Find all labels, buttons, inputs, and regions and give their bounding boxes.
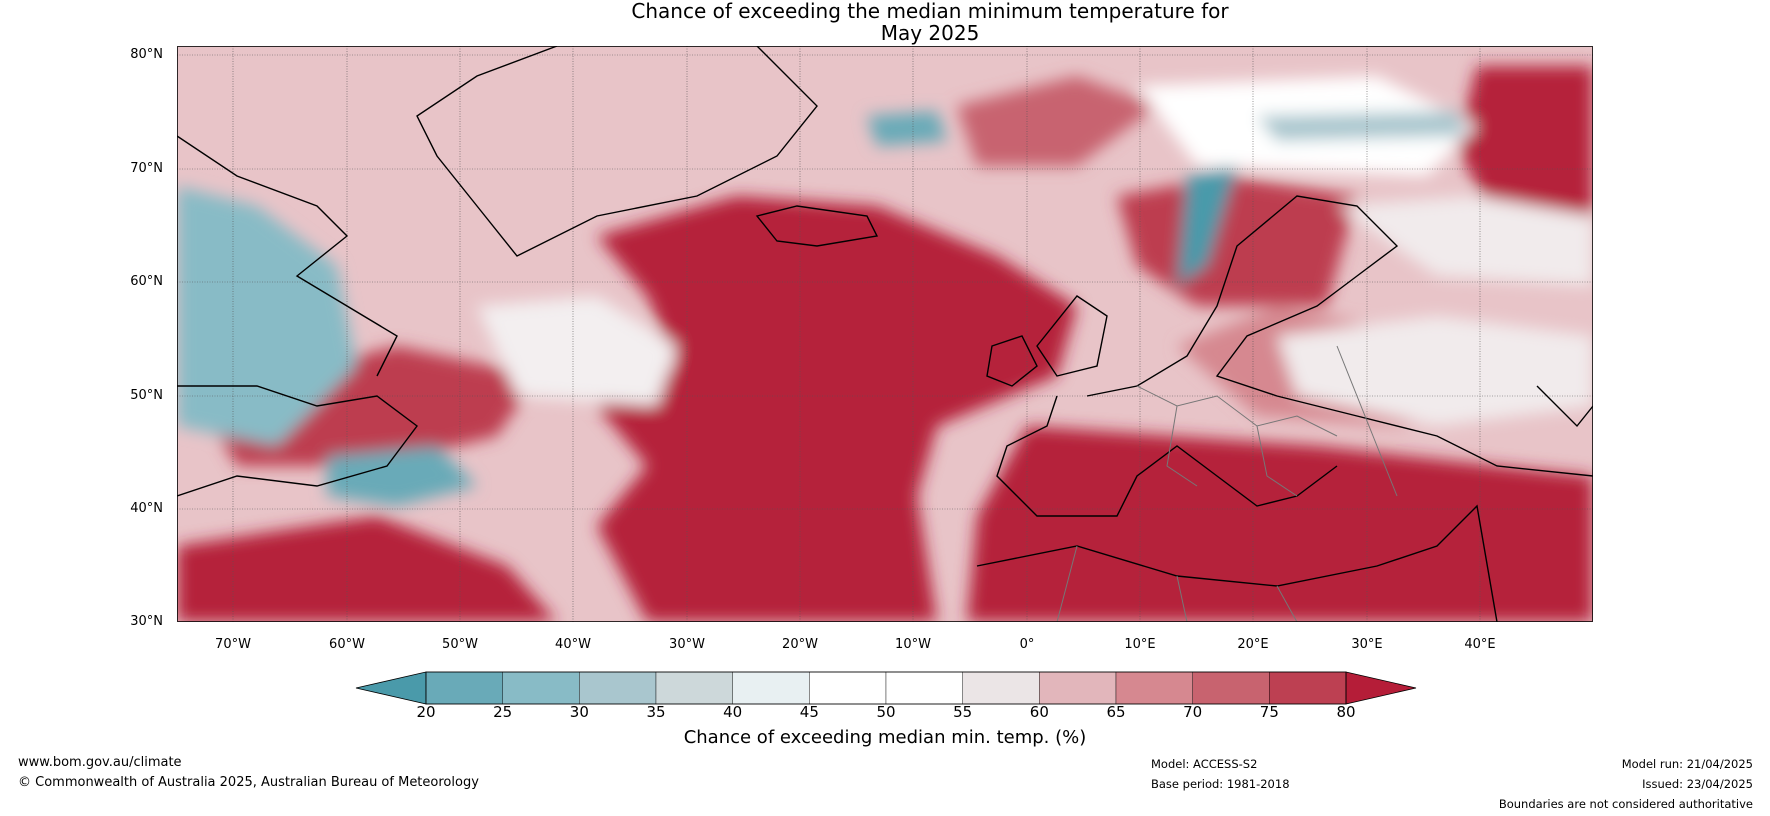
lon-label-10w: 10°W — [895, 637, 931, 652]
colorbar-segment — [502, 671, 580, 705]
colorbar-segment — [1115, 671, 1193, 705]
colorbar-segment — [425, 671, 503, 705]
lat-label-50n: 50°N — [130, 388, 163, 403]
lon-label-60w: 60°W — [329, 637, 365, 652]
website-link[interactable]: www.bom.gov.au/climate — [18, 755, 182, 770]
colorbar-extend-high — [1345, 671, 1417, 705]
lon-label-20w: 20°W — [782, 637, 818, 652]
forecast-map-graphic — [177, 46, 1593, 622]
colorbar-tick-label: 70 — [1183, 703, 1203, 721]
lon-label-40w: 40°W — [555, 637, 591, 652]
issued-date: Issued: 23/04/2025 — [1642, 777, 1753, 791]
map-frame — [177, 46, 1593, 622]
lat-label-70n: 70°N — [130, 161, 163, 176]
base-period: Base period: 1981-2018 — [1151, 777, 1290, 791]
lat-label-40n: 40°N — [130, 501, 163, 516]
colorbar-extend-low — [355, 671, 427, 705]
colorbar-segment — [579, 671, 657, 705]
colorbar-segment — [809, 671, 887, 705]
colorbar-segment — [655, 671, 733, 705]
colorbar-label: Chance of exceeding median min. temp. (%… — [683, 727, 1087, 748]
lon-label-70w: 70°W — [215, 637, 251, 652]
colorbar-tick-label: 40 — [723, 703, 743, 721]
copyright-notice: © Commonwealth of Australia 2025, Austra… — [18, 775, 479, 790]
lon-label-30w: 30°W — [669, 637, 705, 652]
colorbar-segment — [885, 671, 963, 705]
colorbar — [355, 671, 1417, 705]
colorbar-tick-label: 80 — [1336, 703, 1356, 721]
lat-label-80n: 80°N — [130, 47, 163, 62]
colorbar-segment — [732, 671, 810, 705]
lat-label-60n: 60°N — [130, 274, 163, 289]
colorbar-segment — [1192, 671, 1270, 705]
lon-label-20e: 20°E — [1237, 637, 1269, 652]
lon-label-30e: 30°E — [1351, 637, 1383, 652]
lat-label-30n: 30°N — [130, 614, 163, 629]
colorbar-tick-label: 45 — [799, 703, 819, 721]
colorbar-tick-label: 65 — [1106, 703, 1126, 721]
map-title-line-1: Chance of exceeding the median minimum t… — [631, 0, 1229, 23]
probability-field — [177, 66, 1593, 622]
country-borders — [1056, 345, 1398, 622]
colorbar-tick-label: 20 — [416, 703, 436, 721]
lon-label-50w: 50°W — [442, 637, 478, 652]
map-title-line-2: May 2025 — [880, 21, 980, 45]
colorbar-segment — [1269, 671, 1347, 705]
boundaries-disclaimer: Boundaries are not considered authoritat… — [1498, 797, 1753, 811]
colorbar-segment — [1039, 671, 1117, 705]
colorbar-tick-label: 50 — [876, 703, 896, 721]
colorbar-tick-label: 35 — [646, 703, 666, 721]
colorbar-tick-label: 55 — [953, 703, 973, 721]
colorbar-segment — [962, 671, 1040, 705]
lon-label-40e: 40°E — [1464, 637, 1496, 652]
colorbar-tick-label: 25 — [493, 703, 513, 721]
forecast-map — [177, 46, 1593, 622]
colorbar-tick-label: 75 — [1259, 703, 1279, 721]
model-name: Model: ACCESS-S2 — [1151, 757, 1258, 771]
colorbar-tick-label: 30 — [569, 703, 589, 721]
colorbar-outline — [425, 671, 1347, 705]
lon-label-0: 0° — [1019, 637, 1035, 652]
coastlines — [177, 46, 1593, 622]
model-run-date: Model run: 21/04/2025 — [1621, 757, 1753, 771]
colorbar-tick-label: 60 — [1029, 703, 1049, 721]
lon-label-10e: 10°E — [1124, 637, 1156, 652]
